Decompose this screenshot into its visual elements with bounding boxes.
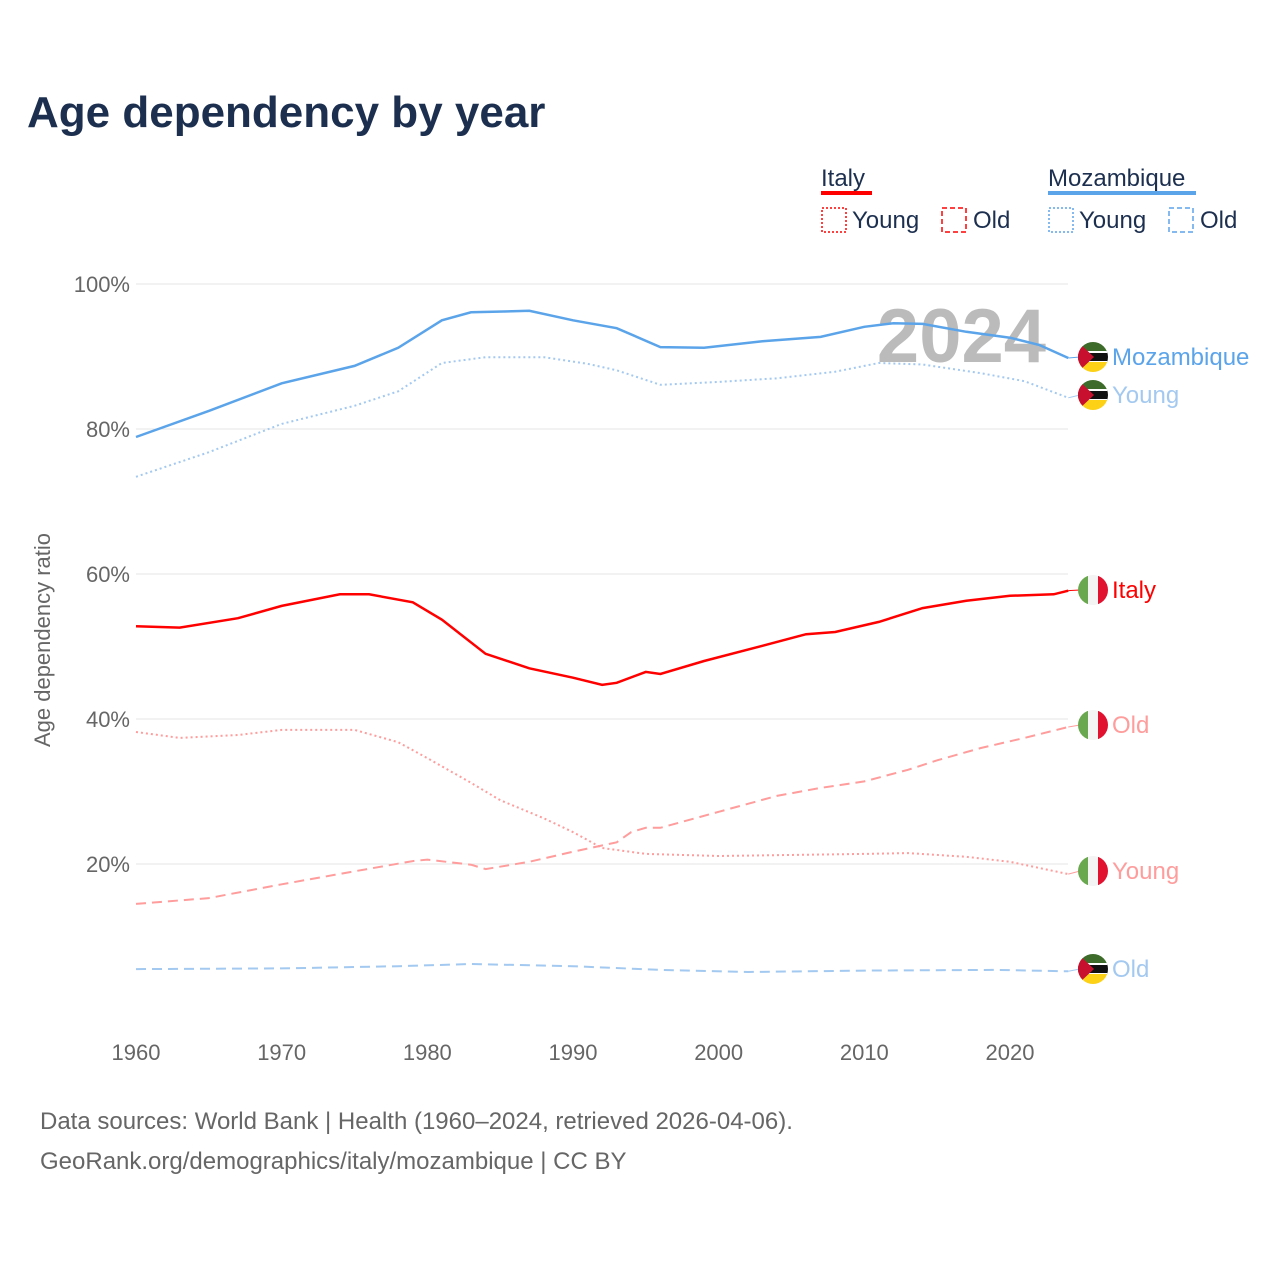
y-axis-label: Age dependency ratio [30,533,55,747]
end-label: Old [1112,712,1149,739]
chart-title: Age dependency by year [27,88,546,137]
x-tick-label: 2010 [840,1040,889,1065]
legend-title-italy: Italy [821,165,865,192]
series-line-italy-old [135,726,1069,905]
year-watermark: 2024 [877,294,1046,379]
x-tick-label: 1980 [403,1040,452,1065]
legend-title-mozambique: Mozambique [1048,165,1185,192]
series-line-mozambique-young [135,356,1069,478]
source-line-2[interactable]: GeoRank.org/demographics/italy/mozambiqu… [40,1148,627,1175]
end-label: Young [1112,382,1179,409]
y-tick-label: 60% [86,562,130,587]
italy-flag-icon [1078,710,1108,740]
x-tick-label: 1990 [549,1040,598,1065]
x-tick-label: 2000 [694,1040,743,1065]
series-line-italy [135,589,1069,687]
end-label: Young [1112,858,1179,885]
end-label: Italy [1112,577,1156,604]
end-label: Old [1112,956,1149,983]
y-tick-label: 80% [86,417,130,442]
legend-young-swatch [821,207,847,233]
y-tick-label: 20% [86,852,130,877]
source-line-1: Data sources: World Bank | Health (1960–… [40,1108,793,1135]
italy-flag-icon [1078,575,1108,605]
x-tick-label: 1970 [257,1040,306,1065]
legend-old-label: Old [973,207,1010,234]
legend-old-swatch [941,207,967,233]
legend-underline [821,191,872,195]
series-line-mozambique [135,309,1069,439]
y-tick-label: 100% [74,272,130,297]
series-line-mozambique-old [135,962,1069,974]
y-tick-label: 40% [86,707,130,732]
x-tick-label: 1960 [112,1040,161,1065]
x-tick-label: 2020 [986,1040,1035,1065]
legend-young-label: Young [1079,207,1146,234]
series-line-italy-young [135,728,1069,876]
legend-young-label: Young [852,207,919,234]
mozambique-flag-icon [1078,954,1108,984]
legend-young-swatch [1048,207,1074,233]
italy-flag-icon [1078,856,1108,886]
legend-old-label: Old [1200,207,1237,234]
legend-underline [1048,191,1196,195]
mozambique-flag-icon [1078,342,1108,372]
legend-old-swatch [1168,207,1194,233]
mozambique-flag-icon [1078,380,1108,410]
end-label: Mozambique [1112,344,1249,371]
